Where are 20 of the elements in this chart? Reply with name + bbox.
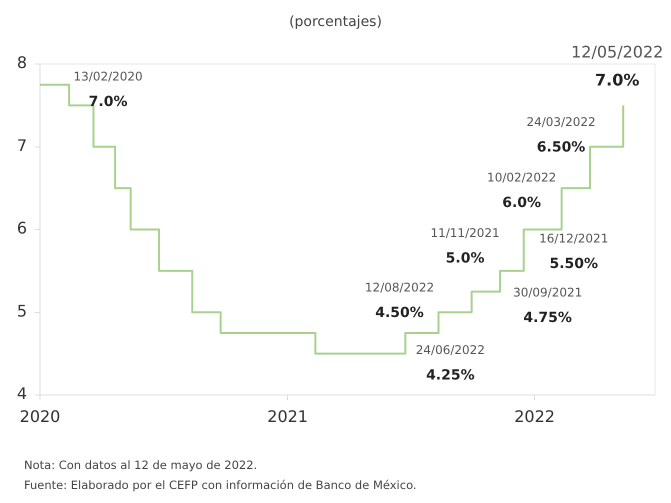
annotation: 16/12/2021 5.50%	[539, 232, 608, 272]
y-tick-label: 7	[16, 136, 27, 155]
chart-subtitle: (porcentajes)	[288, 14, 383, 30]
annotation: 24/03/2022 6.50%	[526, 114, 596, 156]
y-tick-label: 4	[16, 384, 27, 404]
annotation: 12/05/2022 7.0%	[571, 42, 664, 90]
text: Nota: Con datos al 12 de mayo de 2022.	[24, 457, 258, 474]
y-tick-label: 8	[16, 53, 27, 72]
x-tick-label: 2020	[20, 406, 60, 426]
annotation: 24/06/2022 4.25%	[416, 343, 485, 384]
source-note: Fuente: Elaborado por el CEFP con información de Banco de México.	[24, 477, 417, 494]
y-tick-label: 6	[16, 218, 27, 238]
annotation: 13/02/2020 7.0%	[74, 70, 143, 110]
x-tick-label: 2021	[267, 406, 308, 426]
annotation: 30/09/2021 4.75%	[513, 286, 582, 326]
annotation: 11/11/2021 5.0%	[430, 226, 500, 267]
y-tick-label: 5	[16, 301, 27, 320]
annotation: 12/08/2022 4.50%	[364, 280, 434, 321]
x-tick-label: 2022	[514, 406, 555, 426]
annotation: 10/02/2022 6.0%	[487, 170, 556, 211]
